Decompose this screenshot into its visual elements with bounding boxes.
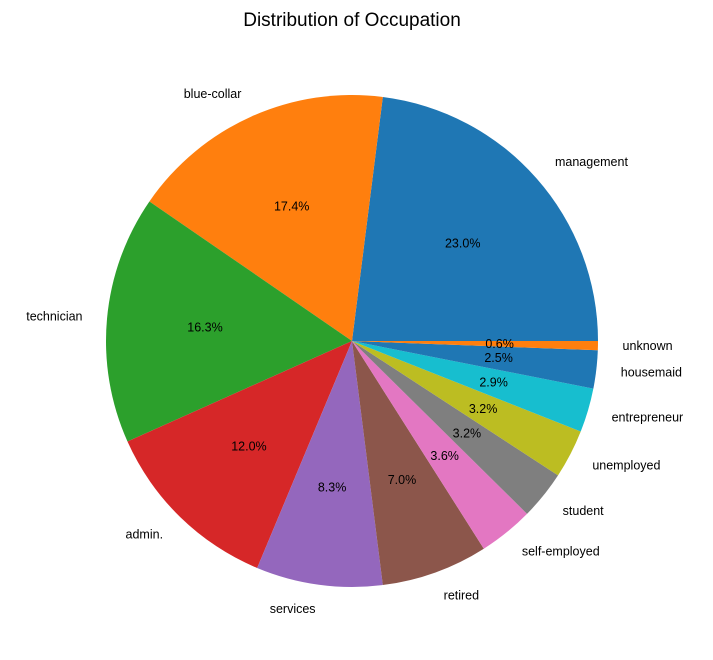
pie-slice-services [257,341,383,587]
pie-slices [105,95,598,587]
pie-slice-admin [127,341,352,568]
pct-label-technician: 16.3% [187,321,222,335]
chart-title: Distribution of Occupation [243,10,461,31]
pct-label-management: 23.0% [445,236,480,250]
slice-labels: management blue-collar technician admin. ser… [26,87,683,616]
slice-label-retired: retired [444,589,479,603]
slice-label-services: services [270,602,316,616]
slice-label-unknown: unknown [623,339,673,353]
pie-slice-management [352,96,598,341]
pie-slice-entrepreneur [352,341,594,432]
pct-label-student: 3.2% [453,427,482,441]
slice-label-technician: technician [26,309,82,323]
pie-slice-student [352,341,559,514]
slice-label-housemaid: housemaid [621,365,682,379]
pie-slice-unknown [352,341,598,351]
pct-label-unknown: 0.6% [485,337,514,351]
pie-slice-technician [105,201,352,442]
slice-label-self-employed: self-employed [522,545,600,559]
slice-label-management: management [555,155,628,169]
slice-label-entrepreneur: entrepreneur [612,410,684,424]
pct-label-admin: 12.0% [231,440,266,454]
pie-slice-housemaid [352,341,598,389]
pct-label-unemployed: 3.2% [469,402,498,416]
pct-label-services: 8.3% [318,480,347,494]
pie-slice-retired [352,341,484,586]
slice-label-unemployed: unemployed [592,458,660,472]
slice-label-admin: admin. [126,528,164,542]
slice-label-blue-collar: blue-collar [184,87,242,101]
pie-slice-unemployed [352,341,581,476]
pct-label-housemaid: 2.5% [484,351,513,365]
pct-label-entrepreneur: 2.9% [479,376,508,390]
pie-slice-self-employed [352,341,528,549]
pct-label-blue-collar: 17.4% [274,199,309,213]
slice-label-student: student [563,504,605,518]
percentage-labels: 23.0% 17.4% 16.3% 12.0% 8.3% 7.0% 3.6% 3.2% 3.2%… [187,199,514,494]
pie-slice-blue-collar [149,95,383,341]
pct-label-retired: 7.0% [388,473,417,487]
pct-label-self-employed: 3.6% [430,449,459,463]
